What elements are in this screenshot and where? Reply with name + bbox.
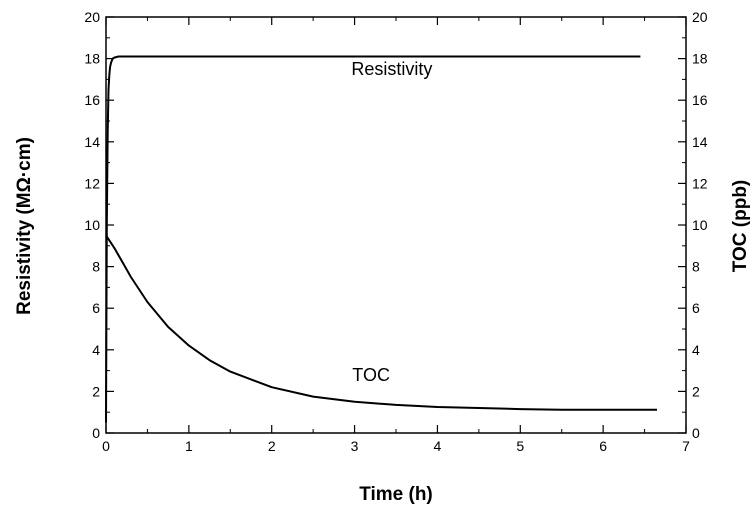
x-tick-label: 5 xyxy=(516,438,524,454)
x-tick-label: 6 xyxy=(599,438,607,454)
annotation-resistivity: Resistivity xyxy=(351,59,432,79)
annotations: Resistivity TOC xyxy=(351,59,432,385)
y-left-tick-label: 10 xyxy=(84,217,100,233)
y-left-tick-label: 2 xyxy=(92,383,100,399)
y-left-tick-label: 18 xyxy=(84,51,100,67)
axes xyxy=(105,16,687,434)
y-left-tick-label: 8 xyxy=(92,259,100,275)
x-axis-title: Time (h) xyxy=(359,484,433,505)
y-right-tick-label: 12 xyxy=(692,175,708,191)
y-left-tick-label: 0 xyxy=(92,425,100,441)
x-tick-label: 0 xyxy=(102,438,110,454)
y-left-tick-label: 14 xyxy=(84,134,100,150)
x-axis-ticks: 0 1 2 3 4 5 6 7 xyxy=(102,17,690,454)
x-tick-label: 1 xyxy=(185,438,193,454)
x-tick-label: 7 xyxy=(682,438,690,454)
y-right-tick-label: 10 xyxy=(692,217,708,233)
y-right-tick-label: 4 xyxy=(692,342,700,358)
y-right-tick-label: 14 xyxy=(692,134,708,150)
annotation-toc: TOC xyxy=(352,365,390,385)
x-tick-label: 2 xyxy=(268,438,276,454)
series-lines xyxy=(105,55,657,423)
y-left-tick-label: 16 xyxy=(84,92,100,108)
y-right-tick-label: 16 xyxy=(692,92,708,108)
x-tick-label: 4 xyxy=(434,438,442,454)
y-right-tick-label: 6 xyxy=(692,300,700,316)
y-right-tick-label: 8 xyxy=(692,259,700,275)
left-y-axis-ticks: 0 2 4 6 8 10 12 14 16 18 20 xyxy=(84,9,114,441)
y-left-tick-label: 4 xyxy=(92,342,100,358)
y-right-tick-label: 18 xyxy=(692,51,708,67)
x-tick-label: 3 xyxy=(351,438,359,454)
y-right-tick-label: 20 xyxy=(692,9,708,25)
right-y-axis-ticks: 0 2 4 6 8 10 12 14 16 18 20 xyxy=(678,9,708,441)
series-line-toc xyxy=(105,234,657,411)
left-y-axis-title: Resistivity (MΩ·cm) xyxy=(14,137,35,315)
y-right-tick-label: 0 xyxy=(692,425,700,441)
y-left-tick-label: 6 xyxy=(92,300,100,316)
series-line-resistivity xyxy=(105,55,641,423)
y-right-tick-label: 2 xyxy=(692,383,700,399)
y-left-tick-label: 12 xyxy=(84,175,100,191)
right-y-axis-title: TOC (ppb) xyxy=(730,180,751,273)
plot-frame xyxy=(105,16,687,434)
y-left-tick-label: 20 xyxy=(84,9,100,25)
